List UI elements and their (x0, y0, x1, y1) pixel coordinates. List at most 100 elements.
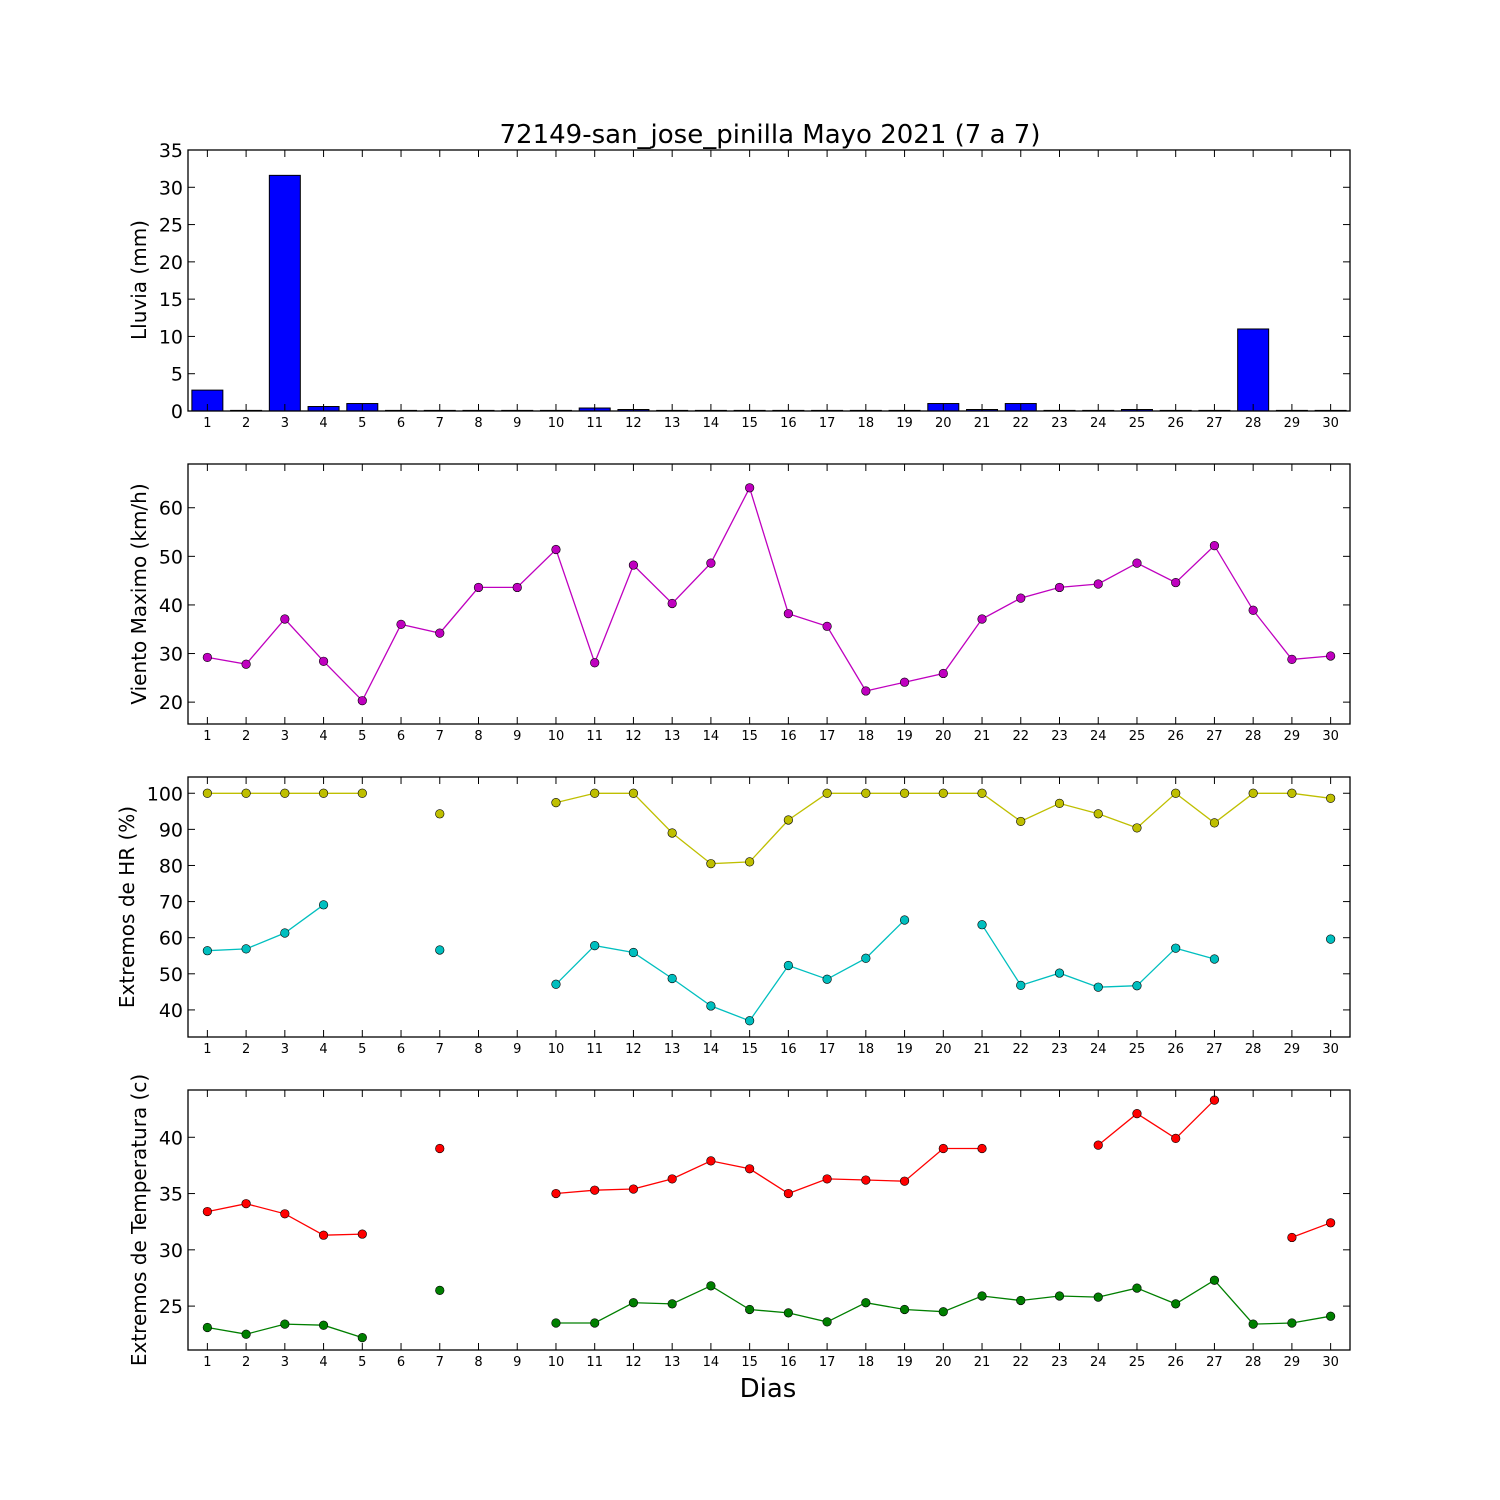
xtick-label-lluvia-15: 15 (741, 416, 758, 431)
point-humedad-1-21 (977, 788, 987, 798)
point-temperatura-1-18 (861, 1175, 871, 1185)
point-temperatura-1-5 (357, 1229, 367, 1239)
xtick-label-temperatura-29: 29 (1284, 1355, 1301, 1370)
point-humedad-1-24 (1093, 809, 1103, 819)
point-viento-1-9 (512, 582, 522, 593)
point-viento-1-27 (1209, 541, 1220, 551)
xtick-label-humedad-23: 23 (1051, 1042, 1068, 1057)
point-humedad-2-21 (977, 920, 987, 930)
xtick-label-lluvia-4: 4 (319, 416, 327, 431)
point-viento-1-26 (1171, 577, 1181, 588)
point-temperatura-2-5 (357, 1333, 367, 1343)
xtick-label-viento-15: 15 (741, 729, 758, 744)
xtick-label-humedad-18: 18 (858, 1042, 875, 1057)
xtick-label-temperatura-7: 7 (436, 1355, 444, 1370)
xtick-label-lluvia-9: 9 (513, 416, 521, 431)
ytick-label-lluvia-0: 0 (171, 401, 183, 423)
xtick-label-viento-6: 6 (397, 729, 405, 744)
xtick-label-humedad-26: 26 (1167, 1042, 1184, 1057)
xtick-label-lluvia-28: 28 (1245, 416, 1262, 431)
xtick-label-humedad-29: 29 (1284, 1042, 1301, 1057)
xtick-label-temperatura-20: 20 (935, 1355, 952, 1370)
point-temperatura-1-10 (551, 1188, 561, 1199)
xtick-label-lluvia-24: 24 (1090, 416, 1107, 431)
point-humedad-1-3 (280, 788, 290, 798)
xtick-label-temperatura-28: 28 (1245, 1355, 1262, 1370)
xtick-label-temperatura-27: 27 (1206, 1355, 1223, 1370)
series-line-humedad-2 (207, 904, 324, 952)
ytick-label-humedad-40: 40 (159, 1000, 183, 1022)
xtick-label-temperatura-18: 18 (858, 1355, 875, 1370)
xtick-label-lluvia-10: 10 (548, 416, 565, 431)
point-viento-1-2 (241, 659, 251, 669)
point-humedad-1-26 (1171, 788, 1181, 798)
xtick-label-temperatura-26: 26 (1167, 1355, 1184, 1370)
point-humedad-1-30 (1326, 793, 1336, 803)
bar-lluvia-3 (268, 174, 301, 412)
xtick-label-humedad-20: 20 (935, 1042, 952, 1057)
ytick-label-viento-30: 30 (159, 644, 183, 666)
point-humedad-2-30 (1326, 934, 1336, 944)
point-temperatura-2-10 (551, 1318, 561, 1328)
ytick-label-lluvia-10: 10 (159, 326, 183, 348)
point-humedad-2-18 (861, 953, 871, 963)
xtick-label-lluvia-2: 2 (242, 416, 250, 431)
xtick-label-viento-18: 18 (858, 729, 875, 744)
point-temperatura-1-20 (938, 1143, 948, 1154)
point-humedad-1-7 (435, 809, 445, 819)
xtick-label-viento-22: 22 (1012, 729, 1029, 744)
ytick-label-humedad-50: 50 (159, 964, 183, 986)
point-temperatura-2-30 (1326, 1311, 1336, 1321)
series-line-temperatura-1 (1097, 1099, 1215, 1146)
point-viento-1-11 (590, 658, 600, 668)
bar-lluvia-28 (1237, 328, 1270, 412)
point-viento-1-4 (318, 656, 329, 666)
point-humedad-1-17 (822, 788, 832, 798)
xtick-label-viento-5: 5 (358, 729, 366, 744)
xtick-label-temperatura-24: 24 (1090, 1355, 1107, 1370)
point-temperatura-2-26 (1171, 1299, 1181, 1309)
xtick-label-temperatura-30: 30 (1322, 1355, 1339, 1370)
point-viento-1-20 (938, 668, 948, 679)
point-temperatura-1-11 (590, 1185, 600, 1195)
point-temperatura-1-27 (1209, 1095, 1220, 1105)
point-humedad-2-23 (1054, 968, 1065, 978)
point-temperatura-2-17 (822, 1317, 832, 1327)
point-humedad-1-20 (938, 788, 948, 798)
xtick-label-temperatura-5: 5 (358, 1355, 366, 1370)
xtick-label-viento-4: 4 (319, 729, 327, 744)
xtick-label-lluvia-14: 14 (703, 416, 720, 431)
point-temperatura-2-16 (783, 1308, 793, 1318)
point-temperatura-2-21 (977, 1291, 987, 1301)
xtick-label-humedad-24: 24 (1090, 1042, 1107, 1057)
xtick-label-lluvia-16: 16 (780, 416, 797, 431)
point-temperatura-1-26 (1171, 1133, 1181, 1143)
point-humedad-1-2 (241, 788, 251, 798)
ytick-label-lluvia-35: 35 (159, 140, 183, 162)
point-viento-1-7 (435, 628, 445, 638)
point-temperatura-1-17 (822, 1174, 832, 1184)
point-humedad-1-22 (1016, 816, 1026, 827)
xtick-label-temperatura-17: 17 (819, 1355, 836, 1370)
point-viento-1-25 (1132, 558, 1142, 568)
xtick-label-viento-10: 10 (548, 729, 565, 744)
xtick-label-temperatura-22: 22 (1012, 1355, 1029, 1370)
xtick-label-humedad-7: 7 (436, 1042, 444, 1057)
xtick-label-viento-27: 27 (1206, 729, 1223, 744)
xtick-label-viento-25: 25 (1129, 729, 1146, 744)
point-viento-1-14 (706, 558, 716, 568)
xtick-label-humedad-10: 10 (548, 1042, 565, 1057)
xtick-label-viento-8: 8 (474, 729, 482, 744)
ytick-label-viento-60: 60 (159, 498, 183, 520)
xtick-label-temperatura-16: 16 (780, 1355, 797, 1370)
point-humedad-1-29 (1287, 788, 1297, 798)
xtick-label-humedad-14: 14 (703, 1042, 720, 1057)
series-line-humedad-2 (555, 919, 906, 1022)
point-temperatura-2-29 (1287, 1318, 1297, 1328)
point-viento-1-13 (667, 598, 677, 609)
xtick-label-humedad-15: 15 (741, 1042, 758, 1057)
point-humedad-2-17 (822, 974, 832, 984)
